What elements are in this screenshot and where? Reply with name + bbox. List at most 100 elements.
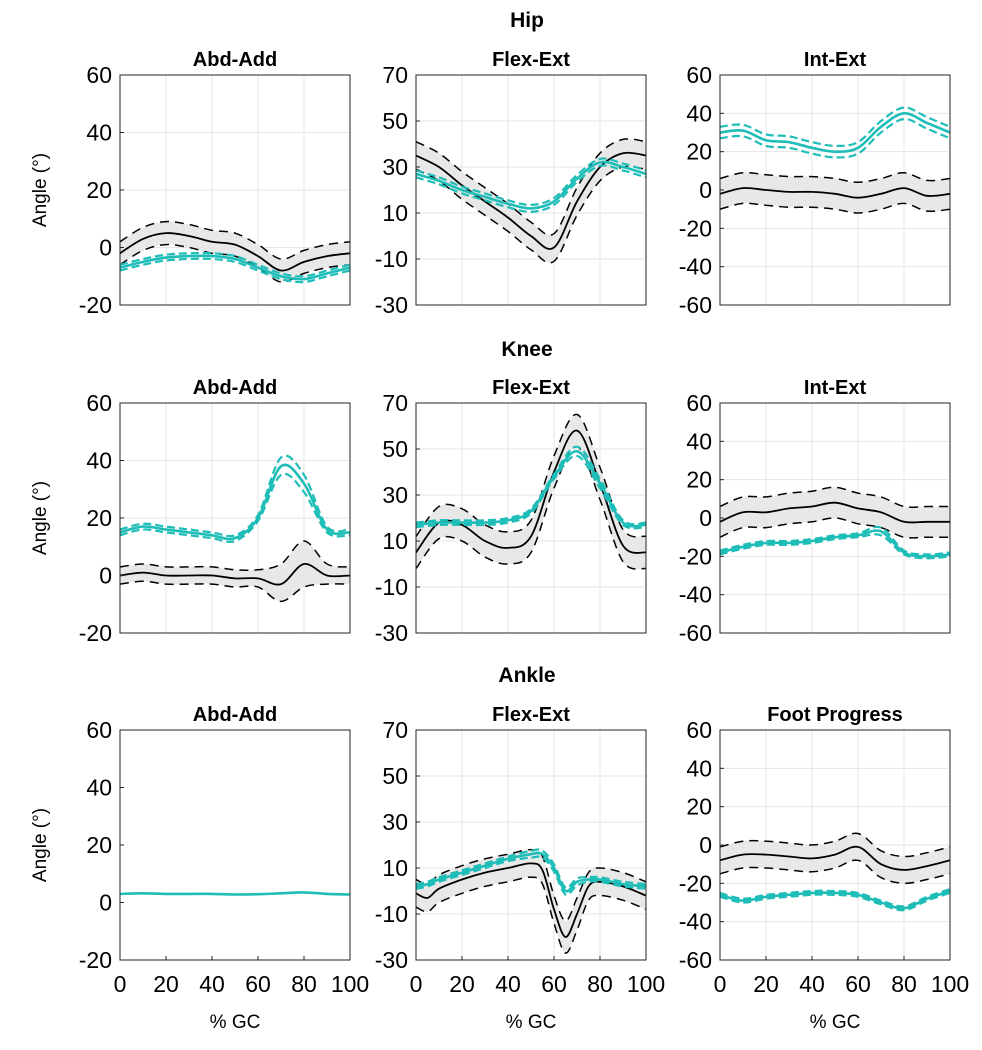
panel-ankle-foot-progress-xtick-label: 40 xyxy=(799,971,825,997)
panel-knee-int-ext-title: Int-Ext xyxy=(804,377,867,399)
panel-knee-flex-ext: -30 -10 10 30 50 70 Flex-Ext xyxy=(375,377,647,646)
panel-ankle-flex-ext-reference-1sd-line xyxy=(415,876,647,954)
panel-knee-abd-add-ytick-label: 60 xyxy=(86,390,112,416)
panel-knee-int-ext-ytick-label: -40 xyxy=(679,582,712,608)
panel-ankle-flex-ext-axes-box xyxy=(415,729,647,961)
panel-ankle-foot-progress-ytick-label: -60 xyxy=(679,947,712,973)
panel-hip-abd-add-ylabel: Angle (°) xyxy=(30,153,51,227)
panel-ankle-foot-progress-subject-mean-line xyxy=(719,889,951,910)
panel-knee-flex-ext-ytick-label: 30 xyxy=(382,482,408,508)
panel-ankle-foot-progress-ytick-label: 20 xyxy=(686,794,712,820)
panel-knee-flex-ext-subject-1sd-line xyxy=(415,445,647,526)
panel-hip-abd-add-reference-1sd-line xyxy=(119,243,351,283)
row-title-knee: Knee xyxy=(501,338,552,361)
panel-hip-flex-ext-subject-1sd-line xyxy=(415,157,647,207)
row-title-ankle: Ankle xyxy=(498,664,555,687)
panel-knee-abd-add-subject-1sd-line xyxy=(119,454,351,538)
panel-hip-abd-add: -20 0 20 40 60 Abd-Add Angle (°) xyxy=(30,49,351,318)
panel-knee-int-ext-reference-1sd-line xyxy=(719,517,950,539)
panel-knee-abd-add-subject-1sd-line xyxy=(119,472,351,544)
panel-knee-int-ext-ytick-label: 40 xyxy=(686,428,712,454)
panel-ankle-flex-ext-subject-1sd-line xyxy=(415,848,647,889)
panel-knee-int-ext-reference-mean-line xyxy=(719,501,950,524)
panel-hip-flex-ext-axes-box xyxy=(415,74,647,306)
panel-knee-flex-ext-ytick-label: -10 xyxy=(375,574,408,600)
panel-ankle-flex-ext-ytick-label: 50 xyxy=(382,763,408,789)
panel-ankle-flex-ext-xtick-label: 60 xyxy=(541,971,567,997)
panel-ankle-abd-add-xtick-label: 20 xyxy=(153,971,179,997)
panel-hip-int-ext-subject-1sd-line xyxy=(719,117,951,159)
panel-knee-flex-ext-ytick-label: -30 xyxy=(375,620,408,646)
panel-knee-abd-add-ytick-label: 0 xyxy=(99,563,112,589)
panel-hip-flex-ext-subject-1sd-line xyxy=(415,164,647,213)
panel-ankle-flex-ext-xtick-label: 80 xyxy=(587,971,613,997)
panel-knee-abd-add-ytick-label: 20 xyxy=(86,505,112,531)
panel-ankle-foot-progress-subject-1sd-line xyxy=(719,891,951,912)
panel-ankle-abd-add-xlabel: % GC xyxy=(210,1012,261,1033)
panel-ankle-foot-progress-title: Foot Progress xyxy=(767,704,903,726)
panel-ankle-flex-ext-ytick-label: -10 xyxy=(375,901,408,927)
panel-ankle-foot-progress-xtick-label: 60 xyxy=(845,971,871,997)
panel-hip-int-ext-ytick-label: -60 xyxy=(679,292,712,318)
panel-ankle-abd-add-subject-mean-line xyxy=(119,891,351,896)
panel-knee-int-ext-ytick-label: 60 xyxy=(686,390,712,416)
panel-knee-int-ext-ytick-label: 20 xyxy=(686,467,712,493)
panel-hip-flex-ext-ytick-label: 70 xyxy=(382,62,408,88)
panel-knee-int-ext-ytick-label: 0 xyxy=(699,505,712,531)
panel-hip-abd-add-subject-1sd-line xyxy=(119,257,351,284)
panel-ankle-flex-ext-xtick-label: 40 xyxy=(495,971,521,997)
panel-hip-abd-add-ytick-label: 40 xyxy=(86,120,112,146)
panel-ankle-abd-add-ylabel: Angle (°) xyxy=(30,808,51,882)
panel-knee-flex-ext-reference-1sd-line xyxy=(415,445,647,570)
panel-hip-flex-ext-reference-1sd-line xyxy=(415,138,647,236)
panel-ankle-foot-progress-ytick-label: 60 xyxy=(686,717,712,743)
panel-ankle-flex-ext-xtick-label: 100 xyxy=(627,971,665,997)
panel-ankle-foot-progress-ytick-label: 0 xyxy=(699,832,712,858)
row-title-hip: Hip xyxy=(510,9,544,32)
panel-ankle-abd-add-ytick-label: -20 xyxy=(79,947,112,973)
panel-ankle-abd-add-xtick-label: 100 xyxy=(331,971,369,997)
panel-knee-flex-ext-subject-mean-line xyxy=(415,450,647,528)
panel-ankle-foot-progress-reference-band xyxy=(720,833,950,884)
panel-hip-flex-ext-reference-1sd-line xyxy=(415,165,647,264)
panel-ankle-foot-progress-reference-1sd-line xyxy=(719,832,951,858)
panel-hip-abd-add-reference-1sd-line xyxy=(119,220,351,260)
panel-hip-int-ext-subject-1sd-line xyxy=(719,106,951,148)
panel-ankle-abd-add-ytick-label: 60 xyxy=(86,717,112,743)
panel-ankle-abd-add-title: Abd-Add xyxy=(193,704,277,726)
panel-knee-flex-ext-reference-1sd-line xyxy=(415,413,647,538)
panel-hip-flex-ext-ytick-label: -10 xyxy=(375,246,408,272)
panel-ankle-abd-add-ytick-label: 40 xyxy=(86,775,112,801)
panel-ankle-foot-progress-ytick-label: 40 xyxy=(686,755,712,781)
panel-hip-int-ext-ytick-label: 0 xyxy=(699,177,712,203)
panel-knee-abd-add-subject-mean-line xyxy=(119,463,351,541)
panel-hip-flex-ext-subject-mean-line xyxy=(415,160,647,210)
panel-ankle-flex-ext-xtick-label: 20 xyxy=(449,971,475,997)
panel-hip-flex-ext-ytick-label: -30 xyxy=(375,292,408,318)
panel-ankle-foot-progress-ytick-label: -20 xyxy=(679,870,712,896)
panel-ankle-abd-add-background xyxy=(120,730,350,960)
panel-hip-int-ext-reference-band xyxy=(720,172,950,213)
panel-ankle-flex-ext-title: Flex-Ext xyxy=(492,704,570,726)
panel-knee-abd-add-reference-1sd-line xyxy=(119,540,351,572)
panel-knee-int-ext-reference-1sd-line xyxy=(719,486,950,508)
panel-knee-abd-add-reference-mean-line xyxy=(119,563,351,586)
panel-ankle-abd-add-xtick-label: 0 xyxy=(114,971,127,997)
panel-knee-int-ext: -60 -40 -20 0 20 40 60 Int-Ext xyxy=(679,377,951,646)
panel-knee-int-ext-reference-band xyxy=(720,487,950,538)
panel-knee-abd-add-reference-1sd-line xyxy=(119,580,351,603)
panel-ankle-flex-ext-xlabel: % GC xyxy=(506,1012,557,1033)
panel-knee-flex-ext-ytick-label: 50 xyxy=(382,436,408,462)
panel-hip-abd-add-reference-mean-line xyxy=(119,232,351,272)
panel-hip-int-ext: -60 -40 -20 0 20 40 60 Int-Ext xyxy=(679,49,951,318)
panel-ankle-flex-ext-reference-1sd-line xyxy=(415,848,647,922)
panel-knee-int-ext-ytick-label: -20 xyxy=(679,543,712,569)
panel-hip-flex-ext: -30 -10 10 30 50 70 Flex-Ext xyxy=(375,49,647,318)
panel-knee-abd-add-ytick-label: 40 xyxy=(86,448,112,474)
panel-knee-int-ext-subject-mean-line xyxy=(719,529,951,558)
panel-knee-abd-add-reference-band xyxy=(120,541,350,602)
panel-hip-int-ext-subject-mean-line xyxy=(719,111,951,154)
panel-hip-int-ext-ytick-label: 40 xyxy=(686,100,712,126)
